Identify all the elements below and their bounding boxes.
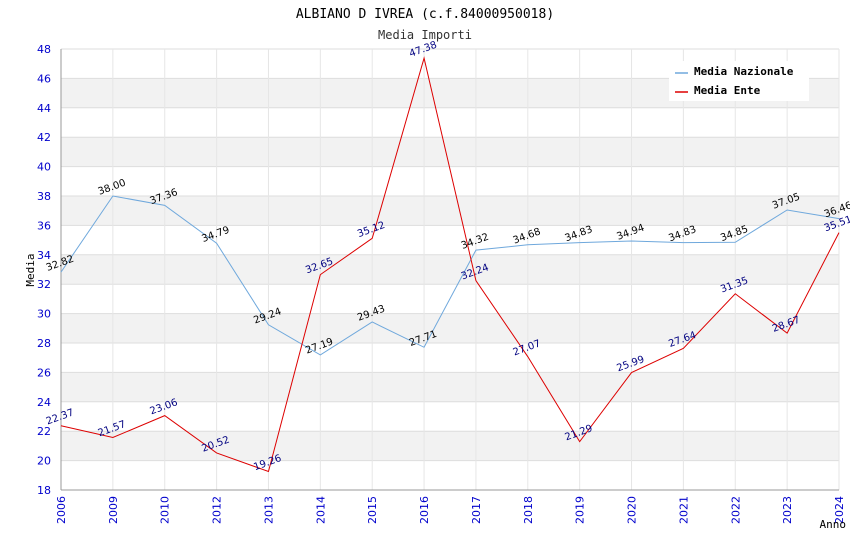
x-tick-label: 2019 [574, 496, 587, 524]
y-tick-label: 20 [37, 455, 51, 468]
grid-band [61, 254, 839, 285]
chart-subtitle: Media Importi [378, 28, 472, 42]
grid-band [61, 313, 839, 343]
y-tick-label: 22 [37, 425, 51, 438]
y-tick-labels: 18 20 22 24 26 28 30 32 34 36 38 40 42 44 46 48 [37, 43, 51, 497]
x-tick-label: 2018 [522, 496, 535, 524]
x-tick-label: 2023 [781, 496, 794, 524]
data-label-nazionale: 34.79 [200, 225, 231, 245]
x-tick-label: 2014 [314, 496, 327, 524]
grid-band [61, 137, 839, 167]
y-tick-label: 30 [37, 308, 51, 321]
series-line-nazionale [60, 195, 840, 356]
data-label-nazionale: 34.83 [667, 224, 698, 244]
legend: Media Nazionale Media Ente [669, 61, 809, 101]
data-label-ente: 22.37 [45, 407, 76, 427]
x-tick-label: 2009 [107, 496, 120, 524]
series-line-ente [60, 56, 840, 473]
legend-label-nazionale: Media Nazionale [694, 65, 794, 78]
grid-bands [61, 78, 839, 461]
y-tick-label: 28 [37, 337, 51, 350]
y-tick-label: 26 [37, 366, 51, 379]
grid-band [61, 431, 839, 461]
x-tick-label: 2024 [833, 496, 846, 524]
x-tick-label: 2017 [470, 496, 483, 524]
y-tick-label: 24 [37, 396, 51, 409]
x-axis-label: Anno [820, 518, 847, 531]
y-axis-label: Media [24, 253, 37, 286]
x-tick-label: 2016 [418, 496, 431, 524]
data-label-nazionale: 38.00 [97, 178, 128, 198]
series-lines [60, 56, 840, 473]
y-tick-label: 48 [37, 43, 51, 56]
data-label-nazionale: 34.68 [512, 226, 543, 246]
chart-title: ALBIANO D IVREA (c.f.84000950018) [296, 7, 554, 22]
y-tick-label: 18 [37, 484, 51, 497]
y-tick-label: 32 [37, 278, 51, 291]
x-tick-label: 2010 [159, 496, 172, 524]
data-label-ente: 25.99 [615, 354, 646, 374]
legend-box [669, 61, 809, 101]
grid-band [61, 196, 839, 226]
y-tick-label: 44 [37, 102, 51, 115]
data-label-nazionale: 34.85 [719, 224, 750, 244]
y-tick-label: 38 [37, 190, 51, 203]
x-tick-label: 2022 [729, 496, 742, 524]
data-label-nazionale: 34.83 [563, 224, 594, 244]
data-label-ente: 47.38 [408, 40, 439, 60]
grid-band [61, 372, 839, 402]
legend-label-ente: Media Ente [694, 84, 761, 97]
grid-lines [60, 48, 840, 491]
y-tick-label: 40 [37, 161, 51, 174]
x-tick-labels: 2006 2009 2010 2012 2013 2014 2015 2016 2017 2018… [55, 496, 846, 524]
y-tick-label: 46 [37, 72, 51, 85]
x-tick-label: 2021 [677, 496, 690, 524]
x-tick-label: 2015 [366, 496, 379, 524]
x-tick-label: 2020 [626, 496, 639, 524]
x-tick-label: 2012 [211, 496, 224, 524]
x-tick-label: 2013 [262, 496, 275, 524]
y-tick-label: 36 [37, 219, 51, 232]
x-tick-label: 2006 [55, 496, 68, 524]
y-tick-label: 34 [37, 249, 51, 262]
y-tick-label: 42 [37, 131, 51, 144]
